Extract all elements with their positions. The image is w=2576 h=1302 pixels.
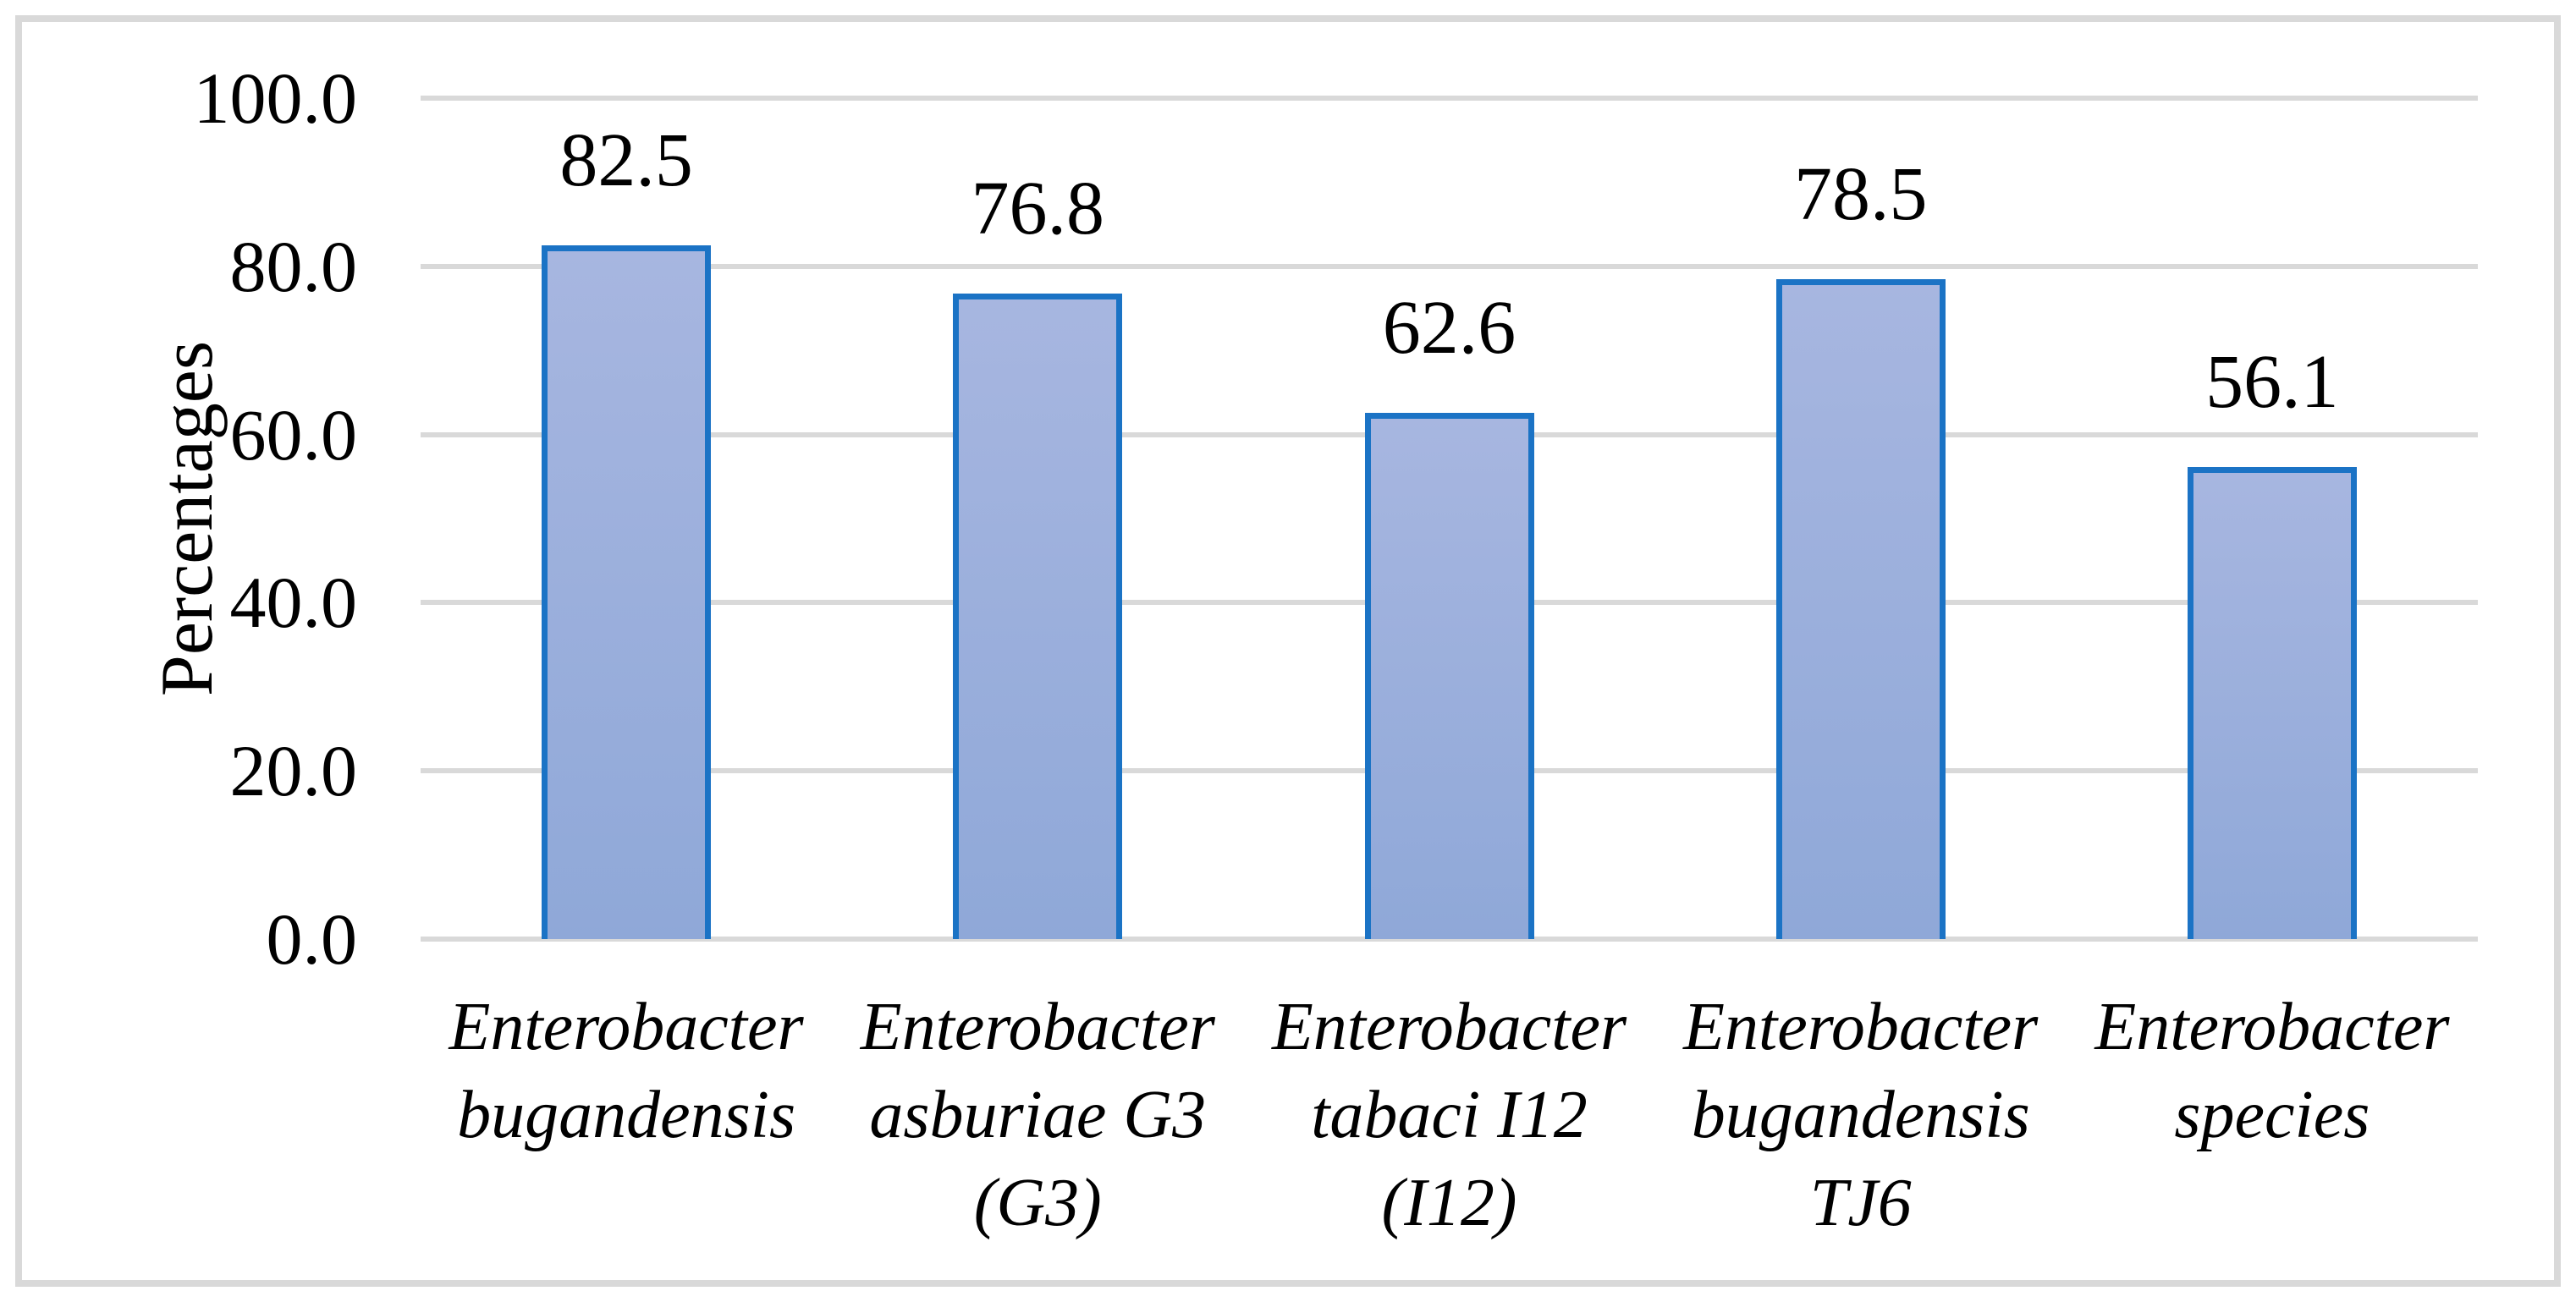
bar-value-label: 56.1: [2205, 340, 2339, 425]
bar: [2187, 467, 2357, 939]
y-tick-label: 20.0: [229, 730, 358, 812]
bar: [953, 293, 1123, 939]
category-label: Enterobacter bugandensis TJ6: [1683, 990, 2039, 1240]
category-label: Enterobacter bugandensis: [449, 990, 804, 1152]
y-tick-label: 100.0: [193, 58, 358, 139]
gridline: [421, 937, 2478, 942]
y-tick-label: 40.0: [229, 562, 358, 644]
bar: [1775, 278, 1946, 939]
y-tick-label: 80.0: [229, 225, 358, 307]
bar-value-label: 62.6: [1382, 285, 1516, 370]
bar-value-label: 78.5: [1793, 151, 1928, 236]
gridline: [421, 263, 2478, 269]
category-label: Enterobacter species: [2094, 990, 2450, 1152]
y-tick-label: 0.0: [266, 898, 358, 980]
bar-value-label: 76.8: [971, 166, 1105, 250]
category-label: Enterobacter tabaci I12 (I12): [1271, 990, 1627, 1240]
gridline: [421, 96, 2478, 101]
bar: [1364, 412, 1534, 939]
y-axis-title: Percentages: [146, 340, 228, 697]
plot-area: 82.5 76.8 62.6 78.5 56.1: [421, 96, 2478, 942]
x-axis: Enterobacter bugandensis Enterobacter asb…: [421, 983, 2478, 1247]
y-axis: 100.0 80.0 60.0 40.0 20.0 0.0: [0, 58, 358, 980]
bar-value-label: 82.5: [559, 118, 693, 202]
category-label: Enterobacter asburiae G3 (G3): [860, 990, 1215, 1240]
chart-frame: [15, 15, 2561, 1287]
y-tick-label: 60.0: [229, 393, 358, 475]
bar: [542, 244, 712, 939]
